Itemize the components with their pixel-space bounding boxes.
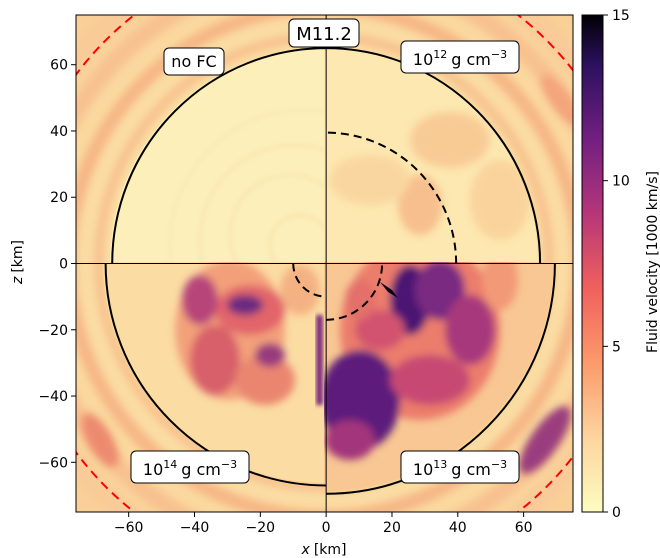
quadrant-top-right-field bbox=[324, 48, 538, 262]
colorbar-tick-label: 0 bbox=[612, 505, 621, 521]
colorbar-label: Fluid velocity [1000 km/s] bbox=[645, 171, 660, 353]
x-tick-label: 0 bbox=[322, 520, 331, 536]
y-tick-label: 40 bbox=[50, 124, 68, 140]
plot-area bbox=[76, 15, 573, 512]
colorbar-tick-label: 15 bbox=[612, 8, 630, 24]
quadrant-label-no-fc: no FC bbox=[171, 52, 216, 71]
quadrant-label-1e12: 1012 g cm−3 bbox=[413, 48, 507, 69]
y-axis: −60 −40 −20 0 20 40 60 bbox=[38, 58, 76, 471]
quadrant-bottom-left-field bbox=[103, 262, 324, 483]
y-axis-label: z[km] bbox=[10, 240, 26, 285]
chart-title: M11.2 bbox=[296, 24, 352, 45]
lines-group bbox=[76, 15, 573, 512]
shock-arc-bottom-left bbox=[104, 263, 327, 487]
x-tick-label: −40 bbox=[180, 520, 210, 536]
label-bottom-left: 1014 g cm−3 bbox=[130, 450, 250, 484]
colorbar-tick-label: 5 bbox=[612, 339, 621, 355]
dashed-arc-top-right bbox=[326, 131, 458, 264]
x-tick-label: −20 bbox=[246, 520, 276, 536]
label-top-left: no FC bbox=[163, 47, 225, 76]
y-tick-label: 0 bbox=[59, 257, 68, 273]
label-top-right: 1012 g cm−3 bbox=[400, 40, 520, 74]
dashed-arc-bottom-right bbox=[326, 263, 384, 321]
y-tick-label: −60 bbox=[38, 455, 68, 471]
x-tick-label: 20 bbox=[383, 520, 401, 536]
dashed-arc-bottom-left bbox=[292, 263, 327, 298]
quadrant-bottom-right-field bbox=[324, 262, 553, 491]
shock-arc-bottom-right bbox=[326, 263, 556, 495]
outer-hotspots bbox=[81, 74, 573, 474]
x-tick-label: −60 bbox=[114, 520, 144, 536]
x-axis: −60 −40 −20 0 20 40 60 bbox=[114, 512, 533, 536]
x-axis-label: x [km] bbox=[301, 542, 347, 558]
colorbar-ticks: 0 5 10 15 bbox=[603, 8, 630, 521]
x-tick-label: 60 bbox=[515, 520, 533, 536]
label-bottom-right: 1013 g cm−3 bbox=[400, 450, 520, 484]
y-tick-label: −40 bbox=[38, 389, 68, 405]
shock-arc-top-right bbox=[326, 47, 542, 264]
y-tick-label: 60 bbox=[50, 58, 68, 74]
y-tick-label: −20 bbox=[38, 323, 68, 339]
quadrant-label-1e13: 1013 g cm−3 bbox=[413, 458, 507, 479]
title-box: M11.2 bbox=[288, 18, 360, 48]
colorbar-tick-label: 10 bbox=[612, 174, 630, 190]
y-tick-label: 20 bbox=[50, 190, 68, 206]
shock-arc-top-left bbox=[111, 47, 327, 264]
quadrant-top-left-field bbox=[110, 48, 324, 262]
quadrant-label-1e14: 1014 g cm−3 bbox=[143, 458, 237, 479]
colorbar: 0 5 10 15 Fluid velocity [1000 km/s] bbox=[581, 8, 660, 521]
colorbar-gradient bbox=[581, 14, 604, 513]
x-tick-label: 40 bbox=[449, 520, 467, 536]
